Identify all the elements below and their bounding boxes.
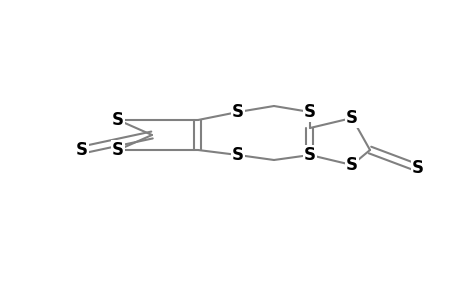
Text: S: S [231, 103, 243, 121]
Text: S: S [112, 141, 124, 159]
Text: S: S [303, 103, 315, 121]
Text: S: S [345, 156, 357, 174]
Text: S: S [345, 109, 357, 127]
Text: S: S [231, 146, 243, 164]
Text: S: S [76, 141, 88, 159]
Text: S: S [411, 159, 423, 177]
Text: S: S [112, 111, 124, 129]
Text: S: S [303, 146, 315, 164]
